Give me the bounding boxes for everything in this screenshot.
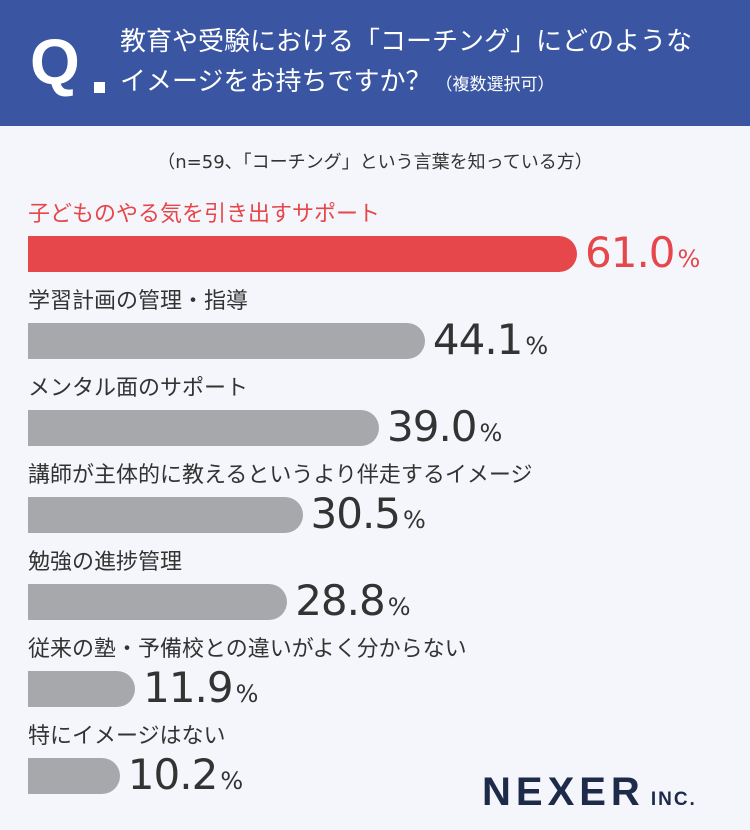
bar-value-unit: % — [677, 245, 701, 273]
bar-label: メンタル面のサポート — [28, 376, 249, 401]
question-header: Q 教育や受験における「コーチング」にどのような イメージをお持ちですか？ （複数… — [0, 0, 750, 126]
bar-value-number: 61.0 — [585, 228, 676, 277]
bar-row: 子どものやる気を引き出すサポート 61.0% — [0, 200, 750, 280]
bar-value-label: 30.5% — [311, 489, 426, 548]
bar — [28, 584, 288, 620]
q-mark: Q — [30, 26, 80, 98]
question-line-2-text: イメージをお持ちですか？ — [120, 67, 432, 97]
bar-row: 学習計画の管理・指導 44.1% — [0, 287, 750, 367]
bar-value-number: 10.2 — [127, 750, 219, 799]
bar-value-unit: % — [479, 419, 503, 447]
bar — [28, 671, 136, 707]
bar — [28, 236, 577, 272]
bar-value-number: 28.8 — [295, 576, 386, 625]
bar-row: 従来の塾・予備校との違いがよく分からない 11.9% — [0, 635, 750, 715]
bar-label: 特にイメージはない — [28, 724, 226, 749]
bar-value-number: 11.9 — [143, 663, 234, 712]
bar-value-unit: % — [403, 506, 426, 534]
bar — [28, 497, 303, 533]
bar — [28, 323, 425, 359]
bar-row: メンタル面のサポート 39.0% — [0, 374, 750, 454]
nexer-logo: NEXER INC. — [482, 770, 697, 815]
bar-value-unit: % — [525, 332, 549, 360]
bar-row: 勉強の進捗管理 28.8% — [0, 548, 750, 628]
bar-row: 講師が主体的に教えるというより伴走するイメージ 30.5% — [0, 461, 750, 541]
logo-main: NEXER — [482, 770, 645, 814]
bar-label: 学習計画の管理・指導 — [28, 289, 249, 314]
bar-value-label: 28.8% — [295, 576, 410, 635]
q-mark-dot — [94, 82, 105, 93]
bar-label: 子どものやる気を引き出すサポート — [28, 202, 381, 227]
question-sub: （複数選択可） — [435, 75, 555, 95]
bar-value-label: 11.9% — [143, 663, 258, 722]
bar-value-label: 39.0% — [387, 402, 502, 461]
question-text: 教育や受験における「コーチング」にどのような イメージをお持ちですか？ （複数選択… — [120, 22, 740, 105]
bar-value-number: 44.1 — [432, 315, 524, 364]
bar — [28, 758, 120, 794]
sample-note: （n=59、「コーチング」という言葉を知っている方） — [157, 152, 593, 173]
bar-value-unit: % — [220, 767, 244, 795]
bar — [28, 410, 379, 446]
bar-value-number: 30.5 — [310, 489, 402, 538]
bar-value-label: 44.1% — [433, 315, 548, 374]
bar-value-label: 10.2% — [128, 750, 243, 809]
bar-label: 従来の塾・予備校との違いがよく分からない — [28, 637, 467, 662]
logo-suffix: INC. — [650, 789, 697, 810]
question-line-2: イメージをお持ちですか？ （複数選択可） — [120, 62, 740, 105]
bar-value-number: 39.0 — [387, 402, 478, 451]
bar-value-unit: % — [235, 680, 259, 708]
bar-row: 特にイメージはない 10.2% — [0, 722, 750, 802]
question-line-1: 教育や受験における「コーチング」にどのような — [120, 27, 693, 57]
bar-label: 勉強の進捗管理 — [28, 550, 183, 575]
bar-value-label: 61.0% — [585, 228, 700, 287]
bar-value-unit: % — [387, 593, 411, 621]
bar-label: 講師が主体的に教えるというより伴走するイメージ — [28, 463, 533, 488]
